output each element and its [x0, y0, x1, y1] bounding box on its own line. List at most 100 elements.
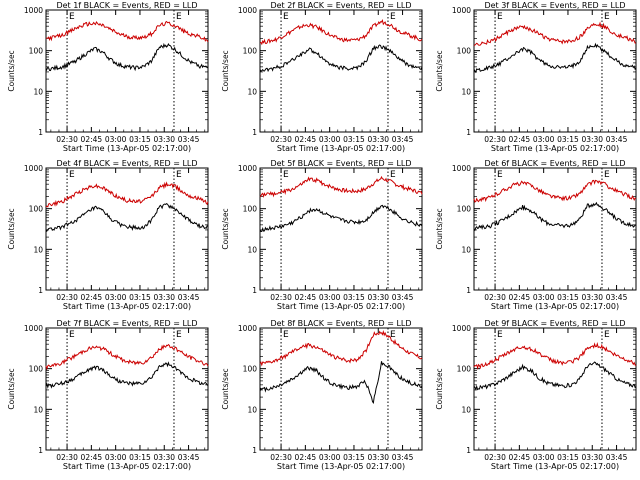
series-line-lld: [45, 20, 209, 43]
y-tick-label: 1: [38, 286, 43, 295]
x-tick-label: 02:45: [81, 453, 103, 462]
x-tick-label: 02:30: [56, 293, 78, 302]
y-axis-label: Counts/sec: [7, 208, 16, 249]
x-tick-label: 02:30: [270, 453, 292, 462]
detector-plot-4: Det 4f BLACK = Events, RED = LLD 1 10 100 10…: [7, 159, 209, 311]
y-tick-label: 100: [457, 47, 472, 56]
y-tick-label: 10: [247, 245, 257, 254]
x-tick-label: 02:30: [56, 135, 78, 144]
x-tick-label: 03:15: [343, 453, 365, 462]
y-tick-label: 1000: [24, 324, 43, 333]
series-line-events: [259, 44, 423, 73]
detector-plot-3: Det 3f BLACK = Events, RED = LLD 1 10 100 10…: [435, 1, 637, 153]
plot-title: Det 8f BLACK = Events, RED = LLD: [270, 319, 411, 328]
marker-flag: E: [176, 170, 182, 180]
y-tick-label: 1000: [238, 324, 257, 333]
x-tick-label: 03:15: [343, 135, 365, 144]
x-tick-label: 02:30: [484, 135, 506, 144]
x-tick-label: 03:30: [367, 293, 389, 302]
x-axis-label: Start Time (13-Apr-05 02:17:00): [491, 462, 619, 471]
y-axis-label: Counts/sec: [221, 208, 230, 249]
y-tick-label: 10: [461, 405, 471, 414]
x-tick-label: 03:15: [557, 293, 579, 302]
series-line-events: [473, 42, 637, 74]
series-line-lld: [473, 341, 637, 370]
x-axis-label: Start Time (13-Apr-05 02:17:00): [63, 302, 191, 311]
x-tick-label: 03:00: [105, 453, 127, 462]
x-tick-label: 03:30: [581, 135, 603, 144]
series-line-events: [473, 361, 637, 391]
x-tick-label: 03:45: [178, 135, 200, 144]
series-line-events: [45, 202, 209, 232]
y-tick-label: 100: [457, 205, 472, 214]
marker-flag: E: [497, 330, 503, 340]
plot-frame: [45, 327, 209, 451]
plot-title: Det 3f BLACK = Events, RED = LLD: [484, 1, 625, 10]
x-tick-label: 03:45: [606, 453, 628, 462]
x-tick-label: 03:15: [129, 135, 151, 144]
y-tick-label: 10: [247, 87, 257, 96]
marker-flag: E: [497, 12, 503, 22]
marker-flag: E: [283, 170, 289, 180]
x-tick-label: 02:45: [509, 453, 531, 462]
x-tick-label: 02:30: [484, 293, 506, 302]
x-tick-label: 03:15: [557, 453, 579, 462]
series-line-lld: [45, 343, 209, 371]
plot-title: Det 5f BLACK = Events, RED = LLD: [270, 159, 411, 168]
y-tick-label: 100: [243, 47, 258, 56]
plot-title: Det 7f BLACK = Events, RED = LLD: [56, 319, 197, 328]
plot-frame: [473, 327, 637, 451]
marker-flag: E: [604, 330, 610, 340]
detector-plot-7: Det 7f BLACK = Events, RED = LLD 1 10 100 10…: [7, 319, 209, 471]
x-tick-label: 03:45: [606, 293, 628, 302]
y-axis-label: Counts/sec: [435, 208, 444, 249]
y-axis-label: Counts/sec: [221, 368, 230, 409]
y-tick-label: 10: [461, 245, 471, 254]
marker-flag: E: [69, 12, 75, 22]
x-tick-label: 03:00: [533, 135, 555, 144]
y-axis-label: Counts/sec: [7, 368, 16, 409]
marker-flag: E: [69, 330, 75, 340]
series-line-events: [259, 361, 423, 405]
series-line-lld: [473, 179, 637, 203]
detector-plot-1: Det 1f BLACK = Events, RED = LLD 1 10 100 10…: [7, 1, 209, 153]
series-line-lld: [473, 21, 637, 46]
marker-flag: E: [390, 330, 396, 340]
x-tick-label: 03:45: [392, 135, 414, 144]
x-tick-label: 02:45: [81, 135, 103, 144]
detector-plot-9: Det 9f BLACK = Events, RED = LLD 1 10 100 10…: [435, 319, 637, 471]
x-tick-label: 03:30: [153, 453, 175, 462]
x-tick-label: 03:00: [105, 293, 127, 302]
x-tick-label: 03:15: [129, 453, 151, 462]
y-tick-label: 100: [29, 205, 44, 214]
y-tick-label: 10: [33, 245, 43, 254]
y-tick-label: 100: [29, 47, 44, 56]
marker-flag: E: [176, 330, 182, 340]
x-tick-label: 03:00: [319, 453, 341, 462]
x-tick-label: 03:30: [367, 453, 389, 462]
x-axis-label: Start Time (13-Apr-05 02:17:00): [277, 462, 405, 471]
x-tick-label: 03:00: [105, 135, 127, 144]
x-tick-label: 02:45: [295, 293, 317, 302]
x-tick-label: 03:00: [319, 135, 341, 144]
y-tick-label: 1000: [452, 324, 471, 333]
y-tick-label: 10: [33, 87, 43, 96]
plot-frame: [473, 167, 637, 291]
x-tick-label: 03:00: [319, 293, 341, 302]
x-tick-label: 02:45: [509, 135, 531, 144]
y-tick-label: 1000: [24, 6, 43, 15]
x-axis-label: Start Time (13-Apr-05 02:17:00): [63, 144, 191, 153]
x-tick-label: 03:30: [581, 453, 603, 462]
x-tick-label: 03:15: [557, 135, 579, 144]
x-tick-label: 02:30: [270, 135, 292, 144]
y-tick-label: 10: [33, 405, 43, 414]
y-axis-label: Counts/sec: [7, 50, 16, 91]
x-tick-label: 03:00: [533, 293, 555, 302]
x-tick-label: 02:30: [484, 453, 506, 462]
marker-flag: E: [283, 12, 289, 22]
y-tick-label: 1: [466, 286, 471, 295]
y-tick-label: 1: [252, 446, 257, 455]
x-tick-label: 02:30: [270, 293, 292, 302]
x-tick-label: 03:30: [153, 135, 175, 144]
y-tick-label: 100: [243, 365, 258, 374]
